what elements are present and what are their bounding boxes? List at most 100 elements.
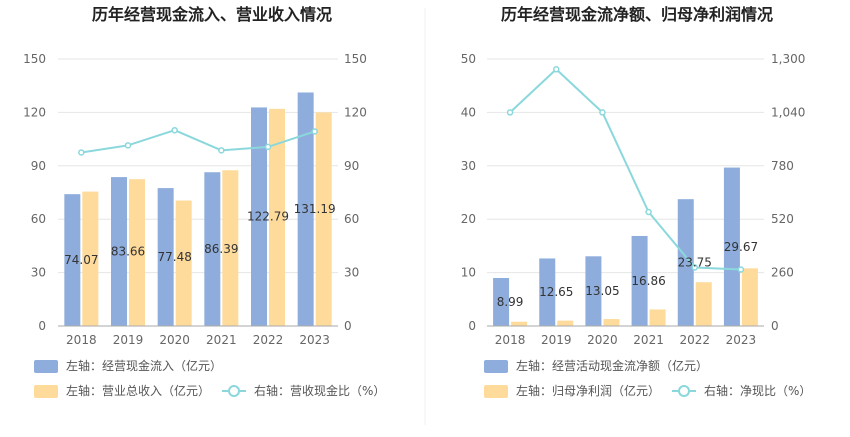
line-point: [506, 109, 514, 116]
bar-secondary: [603, 319, 620, 326]
right-axis-tick-label: 60: [344, 212, 359, 226]
left-axis-tick-label: 0: [468, 319, 476, 333]
bar-secondary: [175, 200, 192, 326]
bar-primary: [677, 199, 694, 326]
legend-marker: [228, 385, 240, 397]
x-axis-tick-label: 2021: [633, 333, 664, 347]
right-axis-tick-label: 520: [771, 212, 794, 226]
x-axis-tick-label: 2022: [253, 333, 284, 347]
line-point: [553, 66, 560, 73]
legend-label: 左轴：营业总收入（亿元）: [66, 383, 210, 398]
line-point: [124, 142, 132, 149]
bar-primary: [493, 277, 510, 326]
bar-data-label: 16.86: [631, 274, 665, 288]
bar-secondary: [511, 321, 528, 326]
legend-swatch: [484, 385, 508, 398]
bar-primary: [539, 258, 556, 326]
bar-secondary: [557, 320, 574, 326]
line-point: [311, 128, 318, 135]
x-axis-tick-label: 2021: [206, 333, 237, 347]
line-series: [509, 67, 741, 271]
line-point: [645, 208, 652, 216]
right-axis-tick-label: 120: [344, 105, 367, 119]
line-series: [81, 129, 315, 154]
bar-data-label: 29.67: [724, 240, 758, 254]
legend-item[interactable]: 左轴：经营活动现金流净额（亿元）: [484, 358, 708, 373]
line-point: [691, 264, 698, 271]
chart-title: 历年经营现金流净额、归母净利润情况: [501, 5, 773, 24]
bar-data-label: 86.39: [204, 242, 238, 256]
bar-data-label: 131.19: [294, 202, 336, 216]
right-axis-tick-label: 90: [344, 159, 359, 173]
legend-label: 右轴：净现比（%）: [704, 383, 811, 398]
left-axis-tick-label: 10: [461, 266, 476, 280]
bar-secondary: [129, 179, 145, 326]
line-point: [737, 266, 745, 273]
left-axis-tick-label: 20: [461, 212, 476, 226]
left-axis-tick-label: 40: [461, 105, 476, 119]
bar-data-label: 74.07: [64, 253, 98, 267]
x-axis-tick-label: 2020: [159, 333, 190, 347]
legend-swatch: [34, 360, 58, 373]
bar-primary: [251, 107, 267, 326]
legend-item[interactable]: 左轴：营业总收入（亿元）: [34, 383, 210, 398]
x-axis-tick-label: 2019: [113, 333, 144, 347]
left-axis-tick-label: 60: [31, 212, 46, 226]
right-axis-tick-label: 30: [344, 266, 359, 280]
line-point: [78, 149, 85, 156]
x-axis-tick-label: 2018: [66, 333, 97, 347]
right-axis-tick-label: 0: [771, 319, 779, 333]
line-point: [264, 143, 272, 151]
left-axis-tick-label: 30: [31, 266, 46, 280]
chart-panel-cashflow-revenue: 历年经营现金流入、营业收入情况 74.07 83.66 77.48 86.39 122.…: [23, 5, 385, 398]
legend-label: 右轴：营收现金比（%）: [254, 383, 385, 398]
right-axis-tick-label: 1,040: [771, 105, 805, 119]
x-axis-tick-label: 2020: [587, 333, 618, 347]
bar-primary: [297, 92, 314, 326]
right-axis-tick-label: 780: [771, 159, 794, 173]
bar-secondary: [315, 112, 332, 327]
left-axis-tick-label: 120: [23, 105, 46, 119]
legend-swatch: [484, 360, 508, 373]
x-axis-tick-label: 2023: [299, 333, 330, 347]
bar-secondary: [695, 282, 712, 326]
left-axis-tick-label: 150: [23, 52, 46, 66]
bar-data-label: 12.65: [539, 285, 573, 299]
right-axis-tick-label: 0: [344, 319, 352, 333]
x-axis-tick-label: 2022: [679, 333, 710, 347]
chart-panel-netcash-profit: 历年经营现金流净额、归母净利润情况 8.99 12.65 13.05 16.86 23.…: [461, 5, 811, 398]
bar-data-label: 122.79: [247, 210, 289, 224]
x-axis-tick-label: 2019: [541, 333, 572, 347]
legend-marker: [678, 385, 690, 397]
chart-title: 历年经营现金流入、营业收入情况: [92, 5, 332, 24]
bar-primary: [585, 256, 602, 326]
left-axis-tick-label: 0: [38, 319, 46, 333]
x-axis-tick-label: 2023: [726, 333, 757, 347]
bar-data-label: 8.99: [497, 295, 524, 309]
bar-primary: [157, 188, 174, 326]
bar-data-label: 83.66: [111, 245, 145, 259]
bar-data-label: 23.75: [678, 256, 712, 270]
left-axis-tick-label: 30: [461, 159, 476, 173]
legend-label: 左轴：经营现金流入（亿元）: [66, 358, 222, 373]
x-axis-tick-label: 2018: [495, 333, 526, 347]
bar-data-label: 13.05: [585, 284, 619, 298]
legend-item[interactable]: 左轴：经营现金流入（亿元）: [34, 358, 222, 373]
legend-swatch: [34, 385, 58, 398]
bar-secondary: [82, 191, 99, 326]
legend-label: 左轴：归母净利润（亿元）: [516, 383, 660, 398]
bar-primary: [631, 235, 648, 326]
bar-secondary: [649, 309, 666, 326]
bar-primary: [111, 177, 127, 326]
bar-secondary: [741, 268, 758, 326]
legend-item[interactable]: 右轴：净现比（%）: [672, 383, 811, 398]
right-axis-tick-label: 150: [344, 52, 367, 66]
legend-label: 左轴：经营活动现金流净额（亿元）: [516, 358, 708, 373]
bar-secondary: [222, 170, 239, 326]
left-axis-tick-label: 90: [31, 159, 46, 173]
bar-data-label: 77.48: [157, 250, 191, 264]
legend-item[interactable]: 左轴：归母净利润（亿元）: [484, 383, 660, 398]
legend-item[interactable]: 右轴：营收现金比（%）: [222, 383, 385, 398]
bar-secondary: [269, 108, 285, 326]
bar-primary: [64, 194, 81, 326]
